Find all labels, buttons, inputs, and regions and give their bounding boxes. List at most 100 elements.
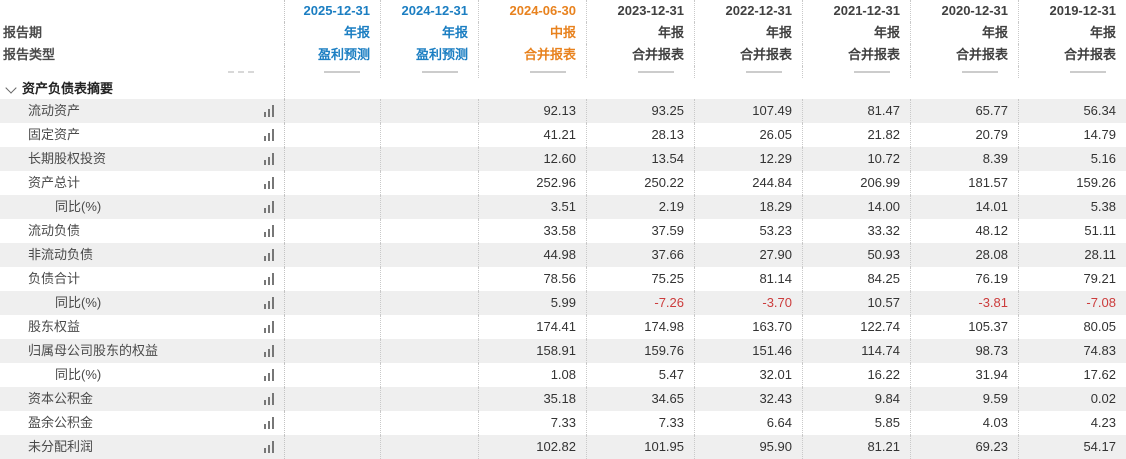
bar-chart-icon[interactable] <box>264 321 274 333</box>
value-cell: 35.18 <box>479 387 587 411</box>
bar-chart-icon[interactable] <box>264 273 274 285</box>
value-cell: 4.23 <box>1090 415 1116 430</box>
bar-chart-icon[interactable] <box>264 393 274 405</box>
table-body: 流动资产 92.13 93.25 107.49 81.47 65.77 56.34 固定资产 4… <box>0 99 1126 459</box>
strip-cell <box>285 66 381 78</box>
value-cell: 181.57 <box>911 171 1019 195</box>
value-cell <box>285 195 381 219</box>
column-underline <box>962 71 998 73</box>
value-cell: 5.85 <box>803 411 911 435</box>
bar-chart-icon[interactable] <box>264 153 274 165</box>
column-header-date: 2019-12-31 <box>1049 3 1117 18</box>
row-label-cell: 同比(%) <box>0 363 285 387</box>
value-cell: 5.99 <box>479 291 587 315</box>
value-cell: 158.91 <box>479 339 587 363</box>
value-cell: 54.17 <box>1083 439 1116 454</box>
value-cell <box>381 267 479 291</box>
value-cell <box>285 243 381 267</box>
column-header-report-type: 合并报表 <box>803 44 911 66</box>
value-cell: 14.79 <box>1083 127 1116 142</box>
value-cell <box>381 315 479 339</box>
section-header-cell[interactable]: 资产负债表摘要 <box>0 78 285 99</box>
column-underline <box>324 71 360 73</box>
bar-chart-icon[interactable] <box>264 201 274 213</box>
row-label-cell: 固定资产 <box>0 123 285 147</box>
row-label: 长期股权投资 <box>28 151 107 166</box>
bar-chart-icon[interactable] <box>264 369 274 381</box>
value-cell <box>285 123 381 147</box>
value-cell: 33.58 <box>479 219 587 243</box>
value-cell: 10.72 <box>803 147 911 171</box>
bar-chart-icon[interactable] <box>264 297 274 309</box>
value-cell: 93.25 <box>587 99 695 123</box>
column-header-report-type: 合并报表 <box>695 44 803 66</box>
bar-chart-icon[interactable] <box>264 417 274 429</box>
chevron-down-icon[interactable] <box>5 81 17 94</box>
header-spacer <box>0 0 285 22</box>
value-cell: 163.70 <box>695 315 803 339</box>
bar-chart-icon[interactable] <box>264 441 274 453</box>
table-row: 股东权益 174.41 174.98 163.70 122.74 105.37 80.05 <box>0 315 1126 339</box>
bar-chart-icon[interactable] <box>264 129 274 141</box>
value-cell: 107.49 <box>695 99 803 123</box>
row-label-cell: 流动资产 <box>0 99 285 123</box>
value-cell: 50.93 <box>803 243 911 267</box>
value-cell: 252.96 <box>479 171 587 195</box>
value-cell <box>285 435 381 459</box>
value-cell: 7.33 <box>479 411 587 435</box>
strip-cell <box>381 66 479 78</box>
value-cell: 32.43 <box>695 387 803 411</box>
bar-chart-icon[interactable] <box>264 177 274 189</box>
value-cell: 31.94 <box>911 363 1019 387</box>
row-label-cell: 盈余公积金 <box>0 411 285 435</box>
value-cell: 28.11 <box>1084 247 1116 262</box>
value-cell: 37.66 <box>587 243 695 267</box>
value-cell: 51.11 <box>1084 223 1116 238</box>
value-cell: 12.60 <box>479 147 587 171</box>
value-cell <box>285 411 381 435</box>
value-cell: 0.02 <box>1090 391 1116 406</box>
value-cell: 102.82 <box>479 435 587 459</box>
table-row: 盈余公积金 7.33 7.33 6.64 5.85 4.03 4.23 <box>0 411 1126 435</box>
row-label: 同比(%) <box>55 367 102 382</box>
value-cell: 80.05 <box>1083 319 1116 334</box>
value-cell: 10.57 <box>803 291 911 315</box>
row-label-cell: 未分配利润 <box>0 435 285 459</box>
report-period-label: 报告期 <box>0 22 285 44</box>
value-cell: 250.22 <box>587 171 695 195</box>
row-label: 资本公积金 <box>28 391 94 406</box>
label-column-strip-cell <box>0 66 285 78</box>
value-cell: 12.29 <box>695 147 803 171</box>
column-underline <box>1070 71 1106 73</box>
column-header-date: 2025-12-31 <box>285 0 381 22</box>
bar-chart-icon[interactable] <box>264 249 274 261</box>
value-cell: 95.90 <box>695 435 803 459</box>
bar-chart-icon[interactable] <box>264 345 274 357</box>
row-label: 归属母公司股东的权益 <box>28 343 159 358</box>
strip-cell <box>803 66 911 78</box>
value-cell <box>381 195 479 219</box>
value-cell: 1.08 <box>479 363 587 387</box>
value-cell: 16.22 <box>803 363 911 387</box>
column-header-date: 2024-12-31 <box>381 0 479 22</box>
value-cell <box>381 147 479 171</box>
value-cell: 105.37 <box>911 315 1019 339</box>
column-header-period: 年报 <box>285 22 381 44</box>
column-underline <box>746 71 782 73</box>
row-label: 流动负债 <box>28 223 81 238</box>
value-cell: 98.73 <box>911 339 1019 363</box>
row-label-cell: 负债合计 <box>0 267 285 291</box>
column-underline <box>854 71 890 73</box>
column-header-report-type: 盈利预测 <box>381 44 479 66</box>
row-label: 资产总计 <box>28 175 81 190</box>
bar-chart-icon[interactable] <box>264 105 274 117</box>
value-cell: 84.25 <box>803 267 911 291</box>
strip-cell <box>911 66 1019 78</box>
value-cell <box>381 219 479 243</box>
bar-chart-icon[interactable] <box>264 225 274 237</box>
value-cell: 81.21 <box>803 435 911 459</box>
column-header-period: 中报 <box>479 22 587 44</box>
header-row-report-types: 报告类型 盈利预测 盈利预测 合并报表 合并报表 合并报表 合并报表 合并报表 合并报表 <box>0 44 1126 66</box>
value-cell: -3.81 <box>911 291 1019 315</box>
